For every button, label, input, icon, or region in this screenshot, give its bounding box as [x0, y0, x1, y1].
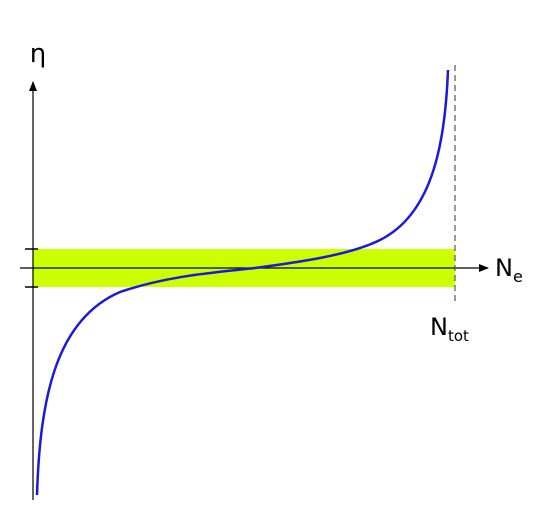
- x-label-sub: e: [513, 267, 523, 286]
- x-label: Ne: [495, 254, 523, 286]
- ntot-main: N: [430, 313, 448, 341]
- ntot-label: Ntot: [430, 313, 469, 345]
- ntot-sub: tot: [448, 327, 469, 345]
- y-label: η: [30, 39, 46, 69]
- curve: [35, 69, 450, 496]
- x-label-main: N: [495, 254, 513, 282]
